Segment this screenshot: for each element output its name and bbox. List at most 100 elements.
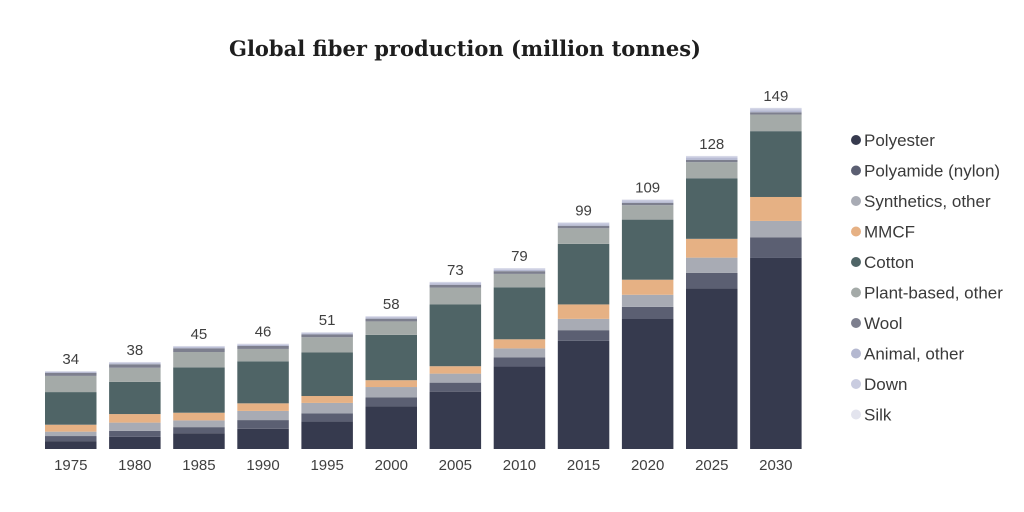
bar-segment-animal-other-1980 (109, 363, 161, 365)
legend-marker (851, 226, 861, 237)
total-label: 79 (511, 248, 528, 265)
bar-area (45, 107, 802, 449)
legend-label: Wool (864, 314, 902, 333)
total-label: 46 (255, 324, 272, 341)
bar-segment-silk-2000 (365, 316, 417, 317)
bar-segment-polyester-1995 (301, 421, 353, 449)
bar-stack-2000 (365, 316, 417, 449)
bar-segment-down-1990 (237, 343, 289, 345)
total-label: 34 (62, 351, 79, 368)
bar-segment-polyester-2000 (365, 406, 417, 449)
x-tick-label: 1980 (118, 457, 151, 474)
bar-segment-polyamide-nylon-2010 (493, 357, 546, 367)
bar-segment-polyamide-nylon-2015 (557, 330, 610, 341)
x-tick-label: 1995 (310, 457, 343, 474)
legend-label: Cotton (864, 253, 914, 272)
bar-segment-down-2005 (429, 282, 482, 284)
bar-segment-mmcf-2030 (750, 196, 802, 221)
bar-segment-synthetics-other-2000 (365, 387, 417, 398)
bar-segment-plant-based-other-1980 (109, 367, 161, 382)
legend-item: Polyester (851, 131, 935, 150)
x-tick-label: 1985 (182, 457, 215, 474)
x-tick-label: 2020 (631, 457, 664, 474)
bar-segment-plant-based-other-2000 (365, 321, 417, 335)
bar-segment-animal-other-2025 (686, 158, 738, 160)
bar-segment-polyamide-nylon-2000 (365, 397, 417, 407)
bar-segment-polyester-1980 (109, 436, 161, 449)
bar-segment-animal-other-1990 (237, 344, 289, 346)
bar-segment-animal-other-2015 (557, 224, 610, 226)
total-label: 51 (319, 312, 336, 329)
bar-segment-synthetics-other-1980 (109, 422, 161, 431)
bar-segment-plant-based-other-2025 (686, 162, 738, 179)
bar-segment-plant-based-other-1995 (301, 337, 353, 353)
bar-stack-2030 (750, 107, 802, 449)
bar-stack-2015 (557, 222, 610, 449)
bar-segment-cotton-2025 (686, 178, 738, 239)
legend-marker (851, 287, 861, 298)
bar-segment-mmcf-2000 (365, 380, 417, 388)
bar-segment-down-2020 (621, 199, 674, 202)
bar-segment-plant-based-other-1985 (173, 352, 225, 368)
bar-segment-down-2010 (493, 268, 546, 270)
bar-segment-silk-2015 (557, 222, 610, 223)
legend-label: Polyester (864, 131, 935, 150)
bar-segment-mmcf-2015 (557, 304, 610, 319)
bar-segment-wool-1990 (237, 345, 289, 349)
legend-marker (851, 257, 861, 267)
legend-item: Animal, other (851, 345, 964, 364)
bar-segment-polyester-1975 (45, 441, 97, 449)
bar-segment-silk-2010 (493, 268, 546, 269)
bar-segment-mmcf-2010 (493, 339, 546, 349)
bar-segment-mmcf-1975 (45, 424, 97, 432)
bar-segment-synthetics-other-1995 (301, 402, 353, 414)
bar-segment-cotton-2010 (493, 287, 546, 340)
bar-stack-1985 (173, 345, 225, 449)
bar-segment-silk-1985 (173, 345, 225, 347)
bar-segment-silk-1980 (109, 361, 161, 363)
bar-segment-wool-2015 (557, 225, 610, 229)
bar-segment-cotton-2005 (429, 304, 482, 367)
total-label: 45 (191, 326, 208, 343)
legend-label: MMCF (864, 223, 915, 242)
bar-segment-mmcf-1980 (109, 414, 161, 423)
bar-segment-wool-1975 (45, 372, 97, 376)
legend-label: Plant-based, other (864, 284, 1003, 303)
bar-segment-synthetics-other-2025 (686, 257, 738, 273)
bar-segment-plant-based-other-2015 (557, 228, 610, 244)
bar-segment-polyamide-nylon-1995 (301, 413, 353, 422)
bar-segment-wool-2030 (750, 112, 802, 115)
legend-item: Plant-based, other (851, 284, 1003, 303)
bar-stack-1995 (301, 332, 353, 449)
x-tick-label: 2005 (439, 457, 472, 474)
bar-segment-wool-2005 (429, 284, 482, 288)
legend-item: Down (851, 375, 907, 394)
x-tick-label: 1990 (246, 457, 279, 474)
bar-segment-down-2025 (686, 156, 738, 159)
bar-segment-cotton-1975 (45, 392, 97, 425)
legend-marker (851, 318, 861, 328)
bar-segment-cotton-2020 (621, 219, 674, 280)
bar-segment-synthetics-other-2030 (750, 220, 802, 238)
total-labels: 34 38 45 46 51 58 73 79 99 109 128 149 (62, 88, 788, 368)
bar-segment-synthetics-other-2005 (429, 373, 482, 383)
bar-segment-down-1985 (173, 346, 225, 348)
bar-segment-animal-other-2000 (365, 317, 417, 319)
bar-segment-synthetics-other-1985 (173, 420, 225, 428)
bar-segment-wool-1985 (173, 348, 225, 352)
bar-segment-silk-1995 (301, 332, 353, 333)
bar-segment-animal-other-2030 (750, 110, 802, 113)
bar-segment-wool-2025 (686, 159, 738, 163)
legend-item: Wool (851, 314, 902, 333)
bar-segment-wool-1980 (109, 364, 161, 368)
bar-segment-cotton-2000 (365, 334, 417, 381)
bar-segment-silk-1990 (237, 343, 289, 345)
bar-segment-silk-2020 (621, 199, 674, 200)
bar-segment-animal-other-2020 (621, 201, 674, 203)
bar-segment-polyamide-nylon-2020 (621, 306, 674, 319)
bar-segment-polyester-2015 (557, 340, 610, 449)
bar-segment-plant-based-other-2020 (621, 205, 674, 220)
bar-segment-synthetics-other-2010 (493, 348, 546, 358)
bar-segment-mmcf-1995 (301, 396, 353, 403)
